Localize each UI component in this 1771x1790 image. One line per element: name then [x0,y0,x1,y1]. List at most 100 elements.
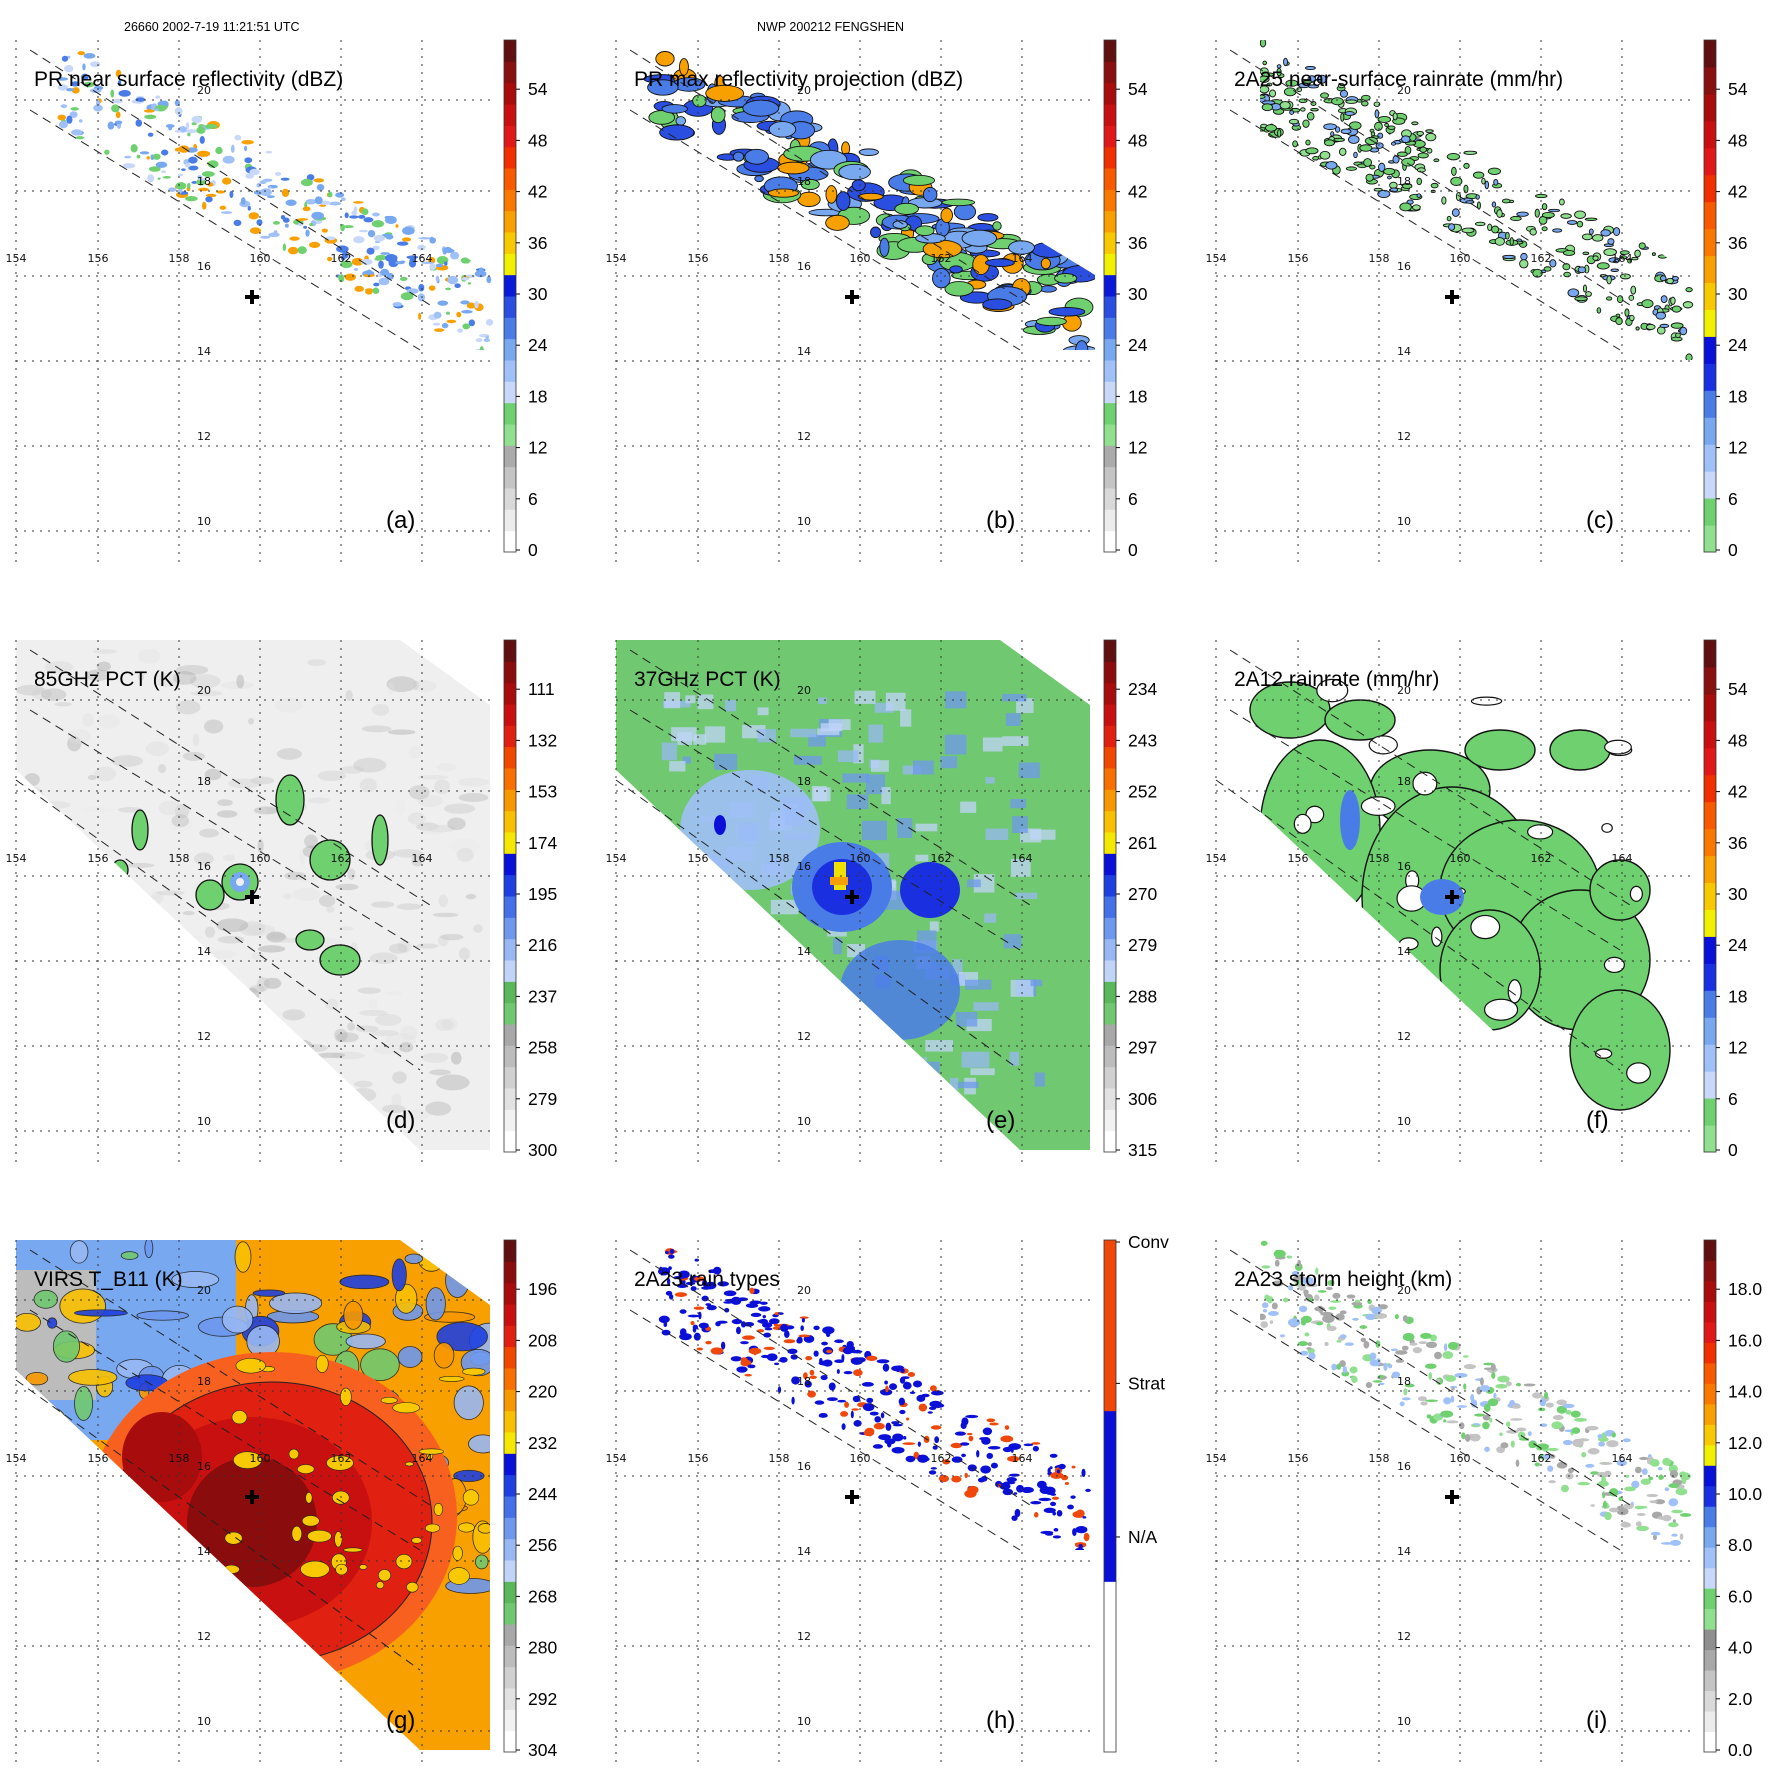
latitude-label: 10 [197,1115,211,1128]
colorbar-segment [504,682,516,705]
colorbar-segment [1104,1581,1116,1753]
panel-letter: (c) [1586,507,1614,534]
colorbar-segment [504,168,516,190]
colorbar-segment [504,1645,516,1668]
colorbar-tick-label: 30 [528,284,548,304]
colorbar-tick-label: 54 [528,79,548,99]
longitude-label: 154 [606,1452,627,1465]
colorbar-tick-label: 12.0 [1728,1433,1762,1453]
colorbar-segment [504,917,516,940]
colorbar-tick-label: 6 [1728,489,1738,509]
colorbar-segment [504,317,516,340]
longitude-label: 156 [688,852,709,865]
colorbar-segment [1704,174,1716,203]
colorbar-tick-label: 8.0 [1728,1535,1753,1555]
longitude-label: 162 [931,852,952,865]
panel-letter: (e) [986,1107,1015,1134]
colorbar-segment [504,466,516,489]
storm-center-cross [845,1490,859,1504]
colorbar-segment [1704,1240,1716,1261]
panel-title: 2A23 rain types [634,1268,780,1291]
colorbar-segment [504,960,516,982]
colorbar-segment [504,768,516,790]
longitude-label: 156 [88,252,109,265]
colorbar-segment [1104,682,1116,705]
latitude-label: 18 [797,175,811,188]
colorbar-segment [504,874,516,897]
colorbar-tick-label: 36 [1728,833,1747,853]
colorbar-segment [1704,1711,1716,1733]
latitude-label: 14 [797,345,811,358]
colorbar-segment [504,1602,516,1625]
colorbar-segment [504,1432,516,1454]
colorbar-tick-label: 237 [528,986,557,1006]
longitude-label: 160 [850,852,871,865]
panel-letter: (a) [386,507,415,534]
colorbar-segment [1704,1260,1716,1282]
colorbar-segment [1104,146,1116,169]
latitude-label: 12 [797,430,811,443]
colorbar-tick-label: 288 [1128,986,1157,1006]
colorbar-segment [1704,40,1716,68]
colorbar-segment [1704,720,1716,749]
latitude-label: 16 [797,260,811,273]
latitude-label: 18 [197,175,211,188]
latitude-label: 18 [197,1375,211,1388]
map-d: 154 156 158 160 162 164 20 18 16 14 12 10 85GHz PCT … [6,639,557,1165]
colorbar-segment [1704,1342,1716,1364]
colorbar-segment [1704,1362,1716,1384]
longitude-label: 164 [1612,852,1633,865]
colorbar-segment [504,1517,516,1540]
colorbar-segment [504,1389,516,1412]
colorbar-segment [504,189,516,212]
colorbar-segment [1104,746,1116,769]
colorbar-segment [504,253,516,276]
colorbar-segment [504,1666,516,1689]
colorbar-tick-label: 48 [1728,130,1747,150]
longitude-label: 158 [769,1452,790,1465]
latitude-label: 16 [1397,1460,1411,1473]
colorbar-segment [1104,917,1116,940]
colorbar-segment [504,789,516,812]
longitude-label: 164 [1012,1452,1033,1465]
latitude-label: 12 [1397,430,1411,443]
colorbar-tick-label: 42 [528,182,547,202]
colorbar-tick-label: 48 [528,130,547,150]
colorbar-tick-label: 261 [1128,833,1157,853]
colorbar-segment [1704,1098,1716,1126]
colorbar-segment [504,509,516,532]
latitude-label: 14 [1397,345,1411,358]
panel-title: PR max reflectivity projection (dBZ) [634,68,963,91]
longitude-label: 160 [250,252,271,265]
colorbar-tick-label: 10.0 [1728,1484,1762,1504]
colorbar-segment [1704,801,1716,830]
storm-center-cross [245,890,259,904]
colorbar-segment [504,1282,516,1305]
colorbar-segment [504,981,516,1004]
colorbar-segment [1704,1444,1716,1466]
longitude-label: 154 [1206,252,1227,265]
colorbar-tick-label: 36 [1128,233,1147,253]
latitude-label: 14 [797,945,811,958]
panel-e: 154 156 158 160 162 164 20 18 16 14 12 10 37GHz PCT … [600,630,1200,1190]
longitude-label: 160 [250,852,271,865]
colorbar-segment [1704,1629,1716,1651]
panel-title: 37GHz PCT (K) [634,668,781,691]
colorbar-segment [1704,1424,1716,1446]
colorbar-segment [1104,40,1116,62]
colorbar-segment [1104,125,1116,148]
colorbar-tick-label: 111 [528,679,555,699]
colorbar-segment [504,1109,516,1132]
colorbar-segment [1704,1731,1716,1753]
data-field [1260,40,1694,360]
latitude-label: 12 [797,1030,811,1043]
longitude-label: 162 [331,852,352,865]
colorbar-segment [1704,1280,1716,1302]
latitude-label: 12 [197,1630,211,1643]
colorbar-segment [1104,938,1116,961]
colorbar-segment [1104,317,1116,340]
longitude-label: 162 [931,1452,952,1465]
colorbar-segment [1704,1588,1716,1610]
colorbar-segment [504,1624,516,1646]
colorbar-tick-label: 0 [528,540,538,560]
